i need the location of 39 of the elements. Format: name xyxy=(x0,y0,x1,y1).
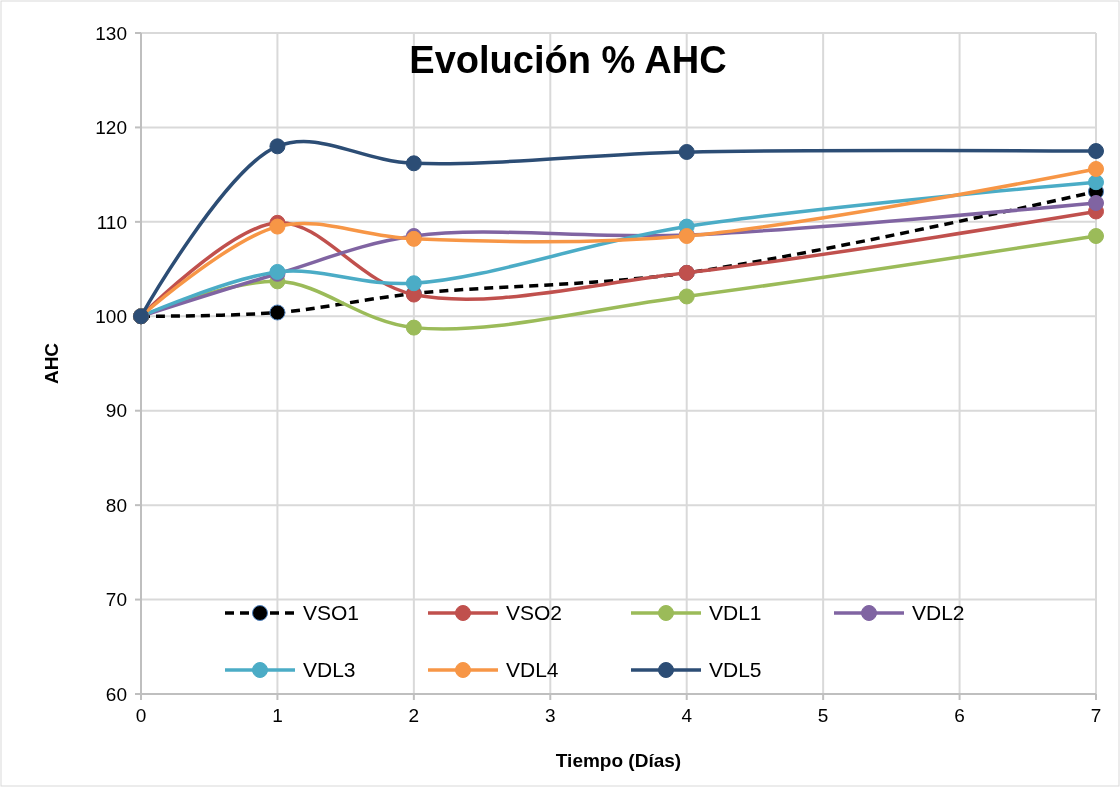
y-tick-label: 60 xyxy=(105,683,127,705)
point xyxy=(269,138,286,155)
x-tick-label: 6 xyxy=(954,705,965,726)
y-tick-label: 80 xyxy=(105,494,127,516)
y-tick-label: 70 xyxy=(105,589,127,611)
y-tick-label: 90 xyxy=(105,400,127,422)
point xyxy=(269,218,286,235)
legend-label: VDL5 xyxy=(709,658,762,682)
point xyxy=(1088,228,1104,245)
x-tick-label: 1 xyxy=(272,705,283,726)
chart-title: Evolución % AHC xyxy=(409,39,727,81)
x-tick-label: 2 xyxy=(408,705,420,726)
x-tick-label: 7 xyxy=(1090,705,1102,726)
point xyxy=(678,143,695,160)
legend-label: VSO1 xyxy=(303,601,360,625)
y-tick-label: 120 xyxy=(95,117,127,139)
y-axis-title: AHC xyxy=(41,342,62,385)
x-tick-label: 3 xyxy=(545,705,556,726)
x-tick-label: 0 xyxy=(135,705,147,726)
legend-label: VDL4 xyxy=(506,658,559,682)
point xyxy=(269,304,286,321)
legend-label: VDL2 xyxy=(912,601,965,625)
point xyxy=(1088,143,1104,160)
point xyxy=(405,275,422,292)
legend-label: VSO2 xyxy=(506,601,563,625)
y-tick-label: 130 xyxy=(95,22,127,44)
y-tick-label: 110 xyxy=(96,211,127,233)
point xyxy=(405,155,422,172)
legend-label: VDL3 xyxy=(303,658,356,682)
point xyxy=(678,288,695,305)
point xyxy=(405,319,422,336)
legend-label: VDL1 xyxy=(709,601,762,625)
point xyxy=(1088,194,1104,211)
x-axis-title: Tiempo (Días) xyxy=(555,750,682,771)
x-tick-label: 4 xyxy=(681,705,693,726)
x-tick-label: 5 xyxy=(817,705,829,726)
point xyxy=(1088,160,1104,177)
y-tick-label: 100 xyxy=(95,305,127,327)
point xyxy=(1088,174,1104,191)
